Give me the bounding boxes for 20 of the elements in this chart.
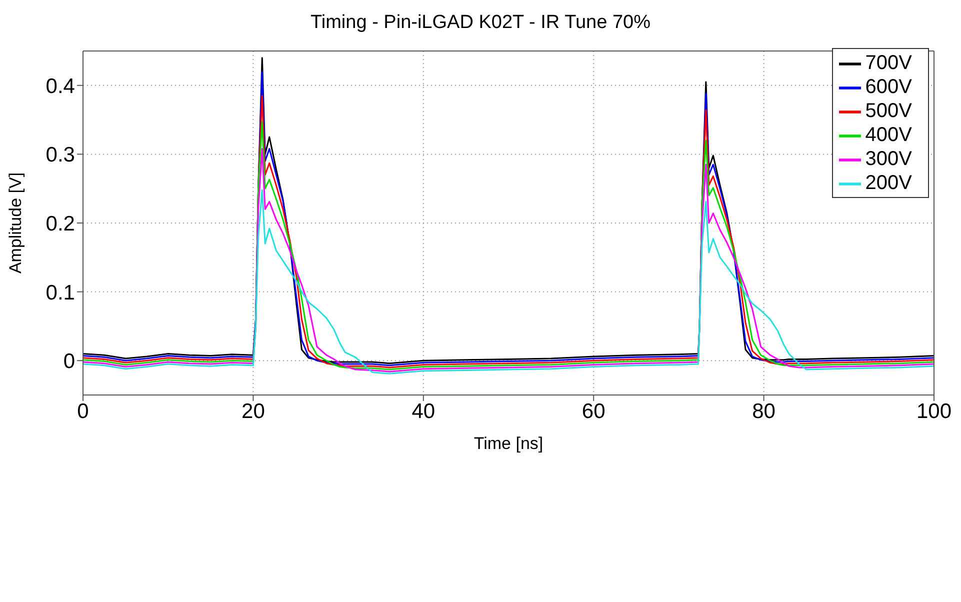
x-axis-title: Time [ns] [474, 434, 544, 453]
chart-title: Timing - Pin-iLGAD K02T - IR Tune 70% [309, 11, 652, 35]
legend-label: 200V [865, 172, 912, 194]
y-axis-title: Amplitude [V] [6, 172, 26, 274]
legend-label: 700V [865, 52, 912, 74]
legend-label: 400V [865, 124, 912, 146]
x-tick-label: 20 [242, 400, 265, 423]
legend-label: 600V [865, 76, 912, 98]
legend-label: 500V [865, 100, 912, 122]
y-tick-label: 0.1 [46, 281, 75, 304]
x-tick-label: 80 [752, 400, 776, 423]
y-tick-label: 0.4 [46, 74, 76, 98]
line-series [83, 189, 934, 374]
legend-label: 300V [865, 148, 912, 170]
x-tick-label: 40 [412, 400, 436, 423]
x-tick-label: 100 [916, 400, 952, 423]
y-tick-label: 0.3 [46, 144, 75, 167]
x-tick-label: 60 [582, 400, 606, 423]
y-tick-label: 0.2 [46, 212, 75, 236]
y-tick-label: 0 [63, 350, 75, 374]
